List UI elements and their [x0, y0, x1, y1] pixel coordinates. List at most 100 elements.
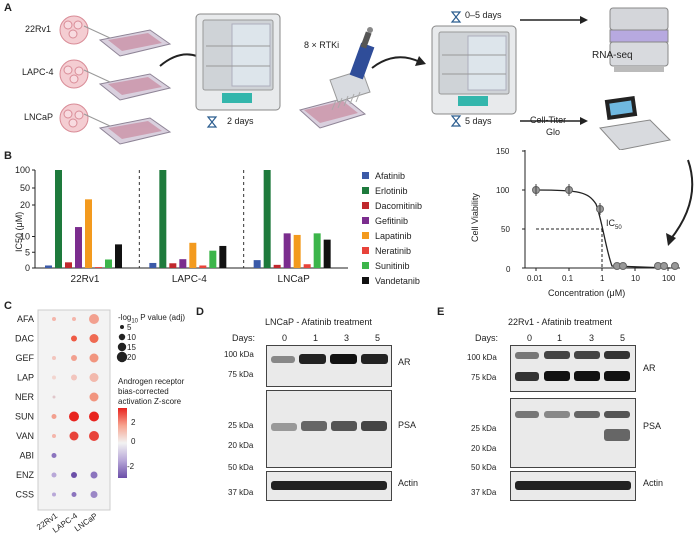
- incubator-icon: [431, 25, 517, 115]
- panel-label-e: E: [437, 306, 445, 318]
- blot-d-days-label: Days:: [232, 333, 256, 343]
- dot: [51, 453, 57, 458]
- bar: [209, 250, 217, 268]
- dotplot-row-label: ABI: [19, 451, 34, 461]
- bar: [159, 170, 167, 268]
- dot: [89, 392, 99, 402]
- dotplot-row-label: AFA: [17, 314, 34, 324]
- legend-item: Erlotinib: [362, 183, 422, 198]
- legend-swatch: [362, 202, 369, 209]
- blot-d-day-3: 3: [344, 333, 350, 343]
- dot: [51, 414, 57, 419]
- legend-swatch: [362, 217, 369, 224]
- blot-e-day-3: 3: [589, 333, 595, 343]
- bar: [45, 265, 52, 268]
- dot: [89, 314, 99, 324]
- blot-e-band-psa: PSA: [643, 421, 662, 431]
- dot: [52, 434, 56, 438]
- blot-d-day-1: 1: [313, 333, 319, 343]
- dr-xtick-10: 10: [631, 274, 640, 283]
- dr-ytick-50: 50: [501, 225, 510, 234]
- legend-swatch: [362, 247, 369, 254]
- bar: [189, 242, 197, 268]
- dot: [51, 472, 57, 478]
- blot-e-ar-panel: [510, 345, 636, 392]
- hourglass-icon: [206, 116, 218, 128]
- dr-xtick-01: 0.1: [562, 274, 574, 283]
- dot: [52, 492, 56, 497]
- bar: [105, 259, 112, 268]
- dot: [72, 317, 76, 321]
- legend-item: Neratinib: [362, 243, 422, 258]
- bar-ytick-label: 50: [20, 183, 30, 193]
- workflow-illustration: [59, 7, 672, 150]
- blot-e-marker-50: 50 kDa: [471, 463, 497, 472]
- size-legend-20: 20: [127, 353, 136, 362]
- panel-label-b: B: [4, 150, 12, 162]
- dr-ytick-150: 150: [496, 147, 510, 156]
- blot-e-day-0: 0: [527, 333, 533, 343]
- size-legend-dot: [116, 351, 128, 363]
- bar: [303, 264, 311, 268]
- dot: [52, 375, 56, 380]
- size-legend-dot: [117, 342, 127, 352]
- blot-e-marker-75: 75 kDa: [471, 373, 497, 382]
- incubator-icon: [195, 13, 281, 111]
- sequencer-icon: [609, 7, 669, 72]
- blot-d-marker-100: 100 kDa: [224, 350, 254, 359]
- dr-xtick-001: 0.01: [527, 274, 543, 283]
- incubation-days-label: 2 days: [227, 116, 254, 126]
- ic50-bar-chart: 0 5 10 20 50 100 22Rv1 LAPC-4 LNCaP: [15, 165, 348, 285]
- blot-e-days-label: Days:: [475, 333, 499, 343]
- cell-cluster-icon: [59, 15, 89, 133]
- dot: [71, 374, 77, 381]
- dotplot-row-label: NER: [15, 392, 35, 402]
- bar: [149, 262, 157, 268]
- bar-ytick-label: 10: [20, 232, 30, 242]
- legend-label: Dacomitinib: [375, 200, 423, 211]
- bar: [253, 260, 261, 268]
- dot: [71, 472, 77, 478]
- dr-ylabel: Cell Viability: [470, 193, 480, 242]
- legend-swatch: [362, 172, 369, 179]
- color-legend-title-1: Androgen receptor: [118, 377, 185, 386]
- blot-d-title: LNCaP - Afatinib treatment: [265, 317, 372, 327]
- color-tick-2: 2: [131, 418, 136, 427]
- blot-e-marker-25: 25 kDa: [471, 424, 497, 433]
- activation-dotplot: AFADACGEFLAPNERSUNVANABIENZCSS22Rv1LAPC-…: [15, 309, 128, 534]
- bar-category-label: LNCaP: [278, 274, 311, 285]
- blot-d-band-actin: Actin: [398, 478, 419, 488]
- dot: [71, 355, 77, 361]
- blot-d-marker-25: 25 kDa: [228, 421, 254, 430]
- dose-response-plot: [522, 150, 694, 271]
- ctg-label-2: Glo: [546, 127, 561, 137]
- bar-category-label: 22Rv1: [71, 274, 100, 285]
- bar-ytick-label: 20: [20, 200, 30, 210]
- dotplot-frame: [37, 309, 111, 511]
- bar: [199, 265, 207, 268]
- ctg-days-label: 5 days: [465, 116, 492, 126]
- blot-d-marker-50: 50 kDa: [228, 463, 254, 472]
- legend-swatch: [362, 277, 369, 284]
- size-legend-5: 5: [127, 323, 132, 332]
- blot-e-actin-panel: [510, 471, 636, 501]
- blot-e-title: 22Rv1 - Afatinib treatment: [508, 317, 613, 327]
- blot-d-psa-panel: [266, 390, 392, 468]
- blot-e-psa-panel: [510, 398, 636, 468]
- bar: [323, 239, 331, 268]
- dot: [52, 356, 56, 360]
- blot-e-marker-100: 100 kDa: [467, 353, 497, 362]
- legend-item: Dacomitinib: [362, 198, 422, 213]
- color-scale-bar: [118, 408, 127, 478]
- legend-label: Afatinib: [375, 170, 406, 181]
- dot: [71, 492, 77, 497]
- arrow-icon: [371, 56, 421, 69]
- ic50-annotation: IC50: [606, 218, 622, 231]
- size-legend-dot: [120, 325, 124, 329]
- blot-e-band-ar: AR: [643, 363, 656, 373]
- bar: [219, 245, 227, 268]
- bar: [55, 170, 62, 268]
- size-legend-dot: [118, 333, 126, 341]
- size-legend-15: 15: [127, 343, 136, 352]
- legend-item: Lapatinib: [362, 228, 422, 243]
